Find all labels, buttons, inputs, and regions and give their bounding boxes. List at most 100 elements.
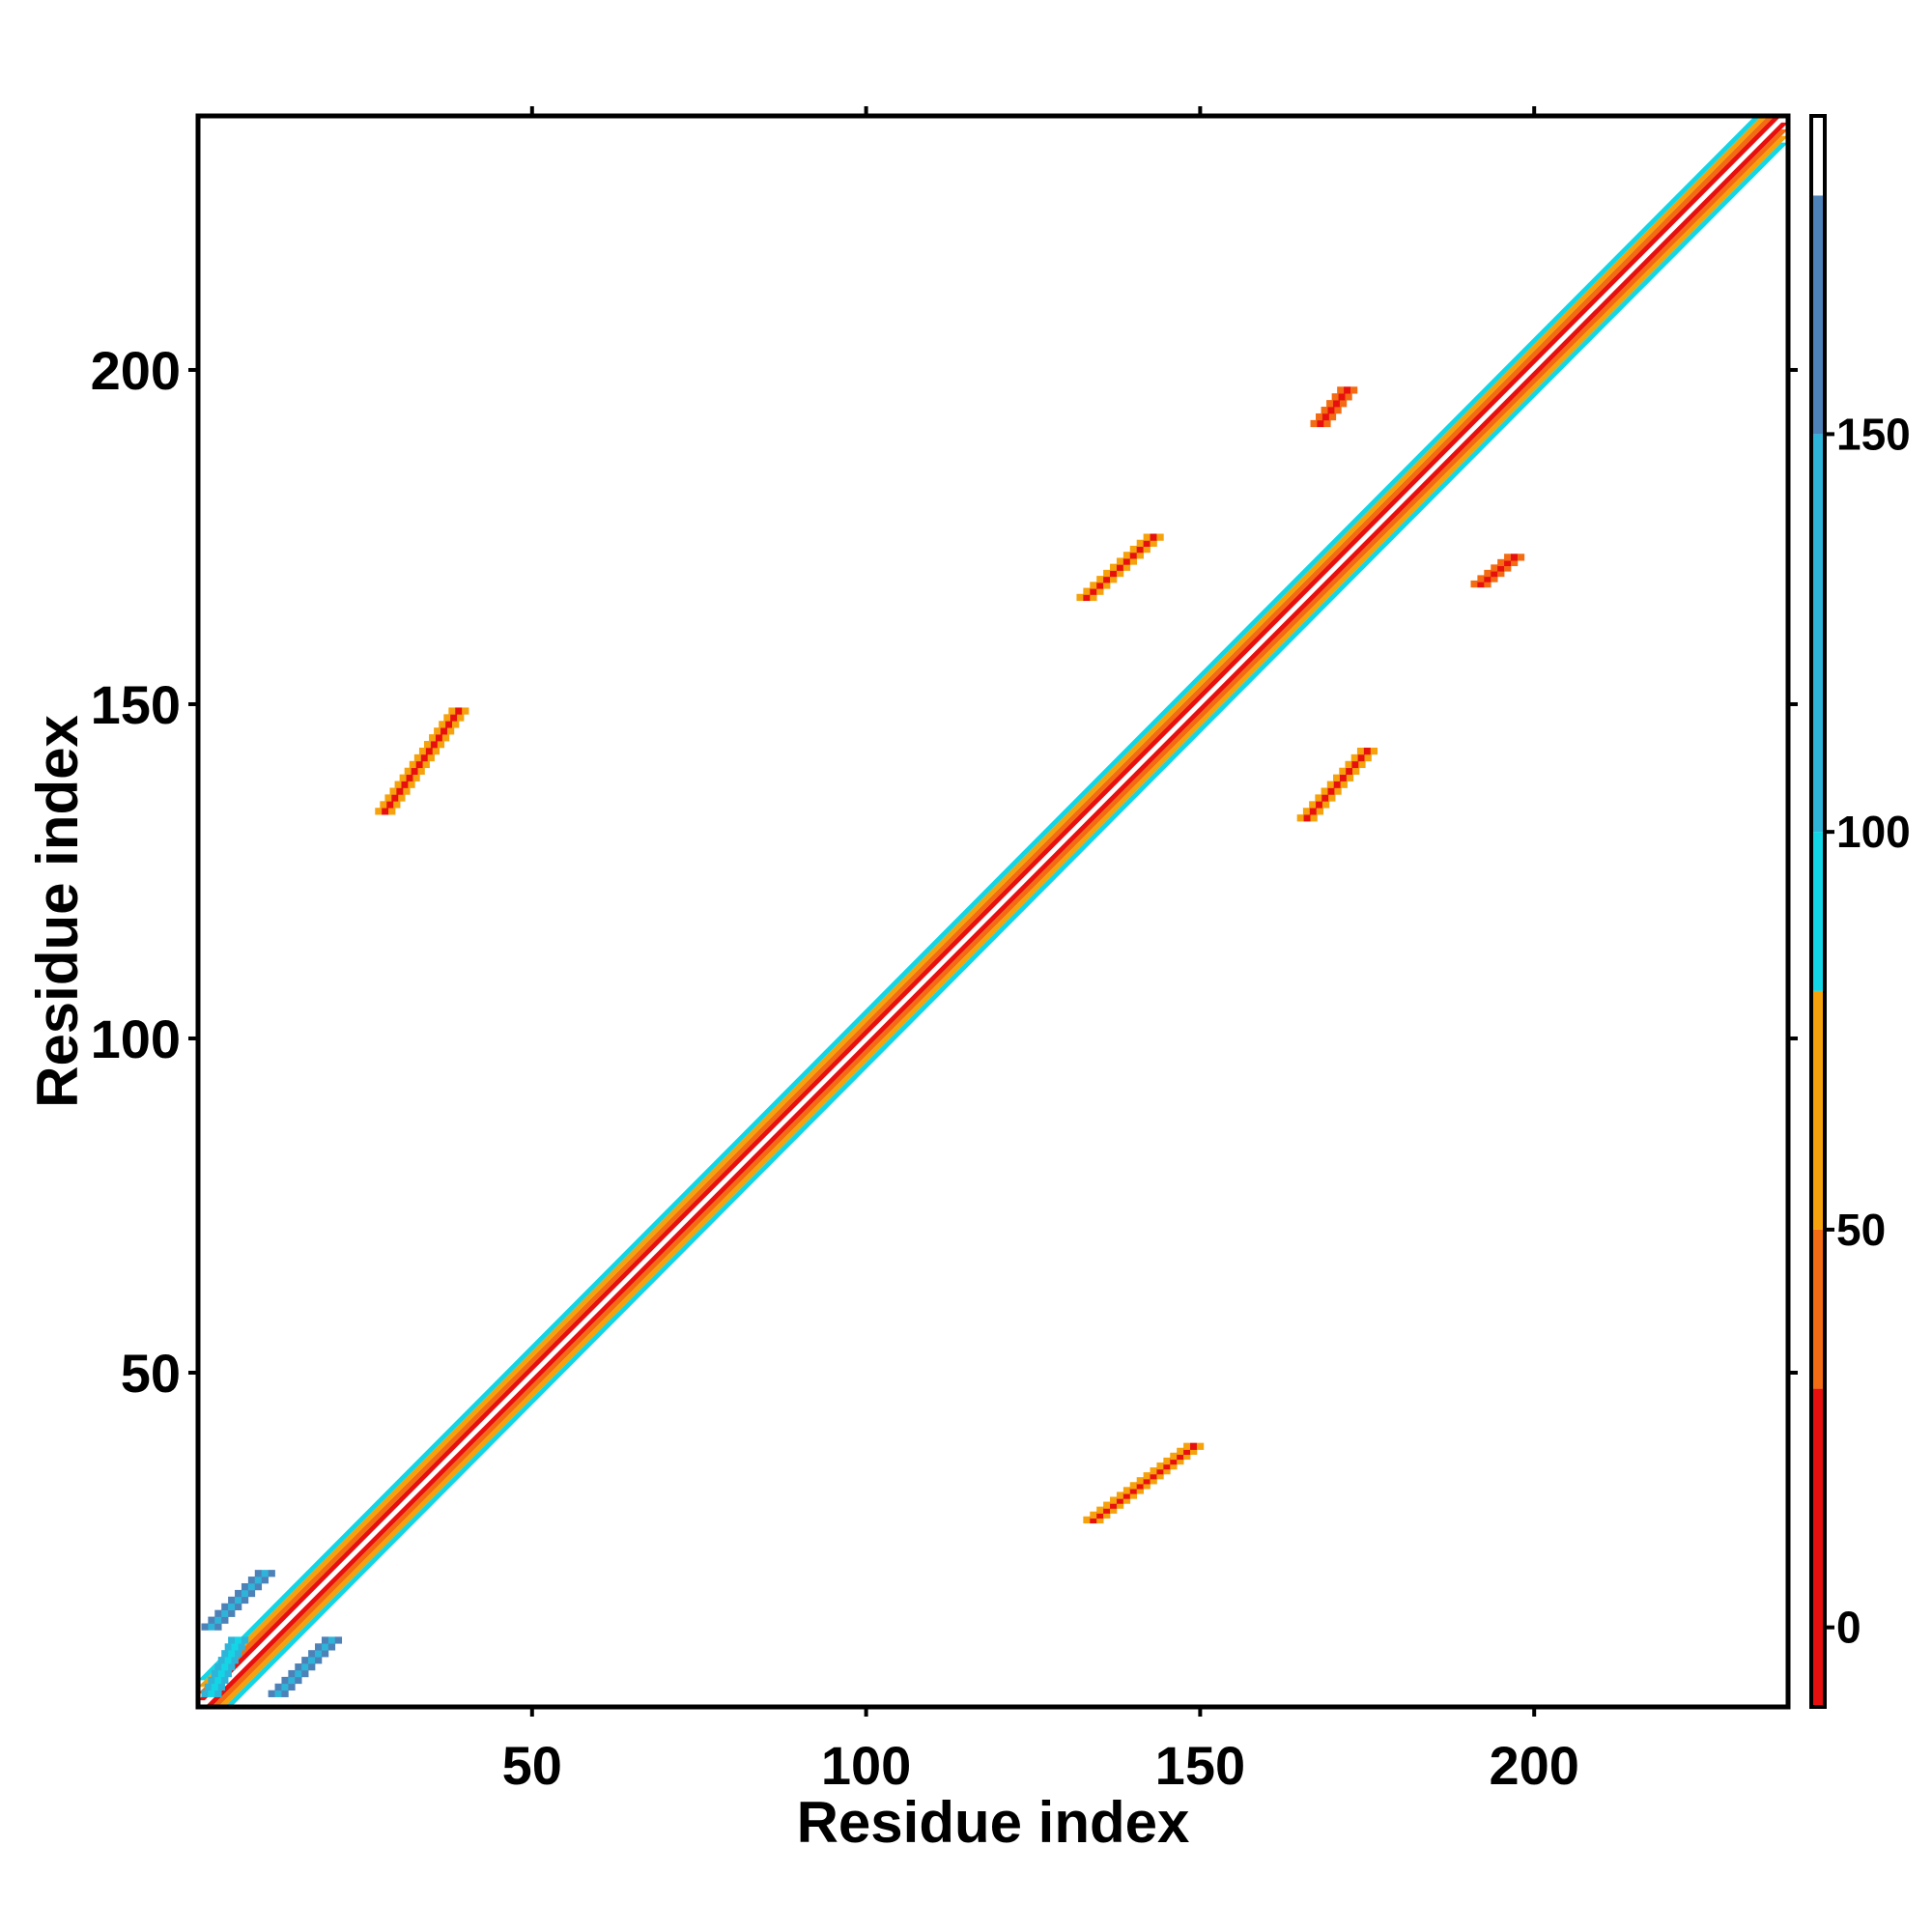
contact-cell-5 [1504, 558, 1512, 567]
contact-cell-0 [423, 741, 432, 749]
contact-cell-8 [281, 1676, 289, 1685]
contact-cell-6 [214, 1690, 222, 1697]
contact-cell-3 [1316, 801, 1323, 809]
contact-cell-3 [1296, 814, 1304, 822]
contact-cell-8 [308, 1663, 316, 1671]
contact-cell-3 [1321, 787, 1328, 795]
colorbar-band [1811, 990, 1825, 1230]
contact-cell-0 [462, 707, 469, 715]
contact-cell-2 [1143, 533, 1151, 541]
contact-cell-3 [1315, 794, 1322, 802]
contact-cell-3 [1303, 814, 1311, 822]
contact-cell-3 [1309, 801, 1317, 809]
colorbar-tick-label: 50 [1836, 1205, 1886, 1255]
y-axis-title: Residue index [25, 715, 90, 1108]
contact-cell-0 [440, 727, 448, 735]
contact-cell-3 [1346, 774, 1354, 781]
contact-cell-7 [214, 1616, 222, 1624]
contact-cell-3 [1326, 781, 1335, 788]
contact-cell-1 [1163, 1467, 1171, 1475]
contact-cell-1 [1156, 1462, 1164, 1470]
contact-cell-8 [288, 1683, 296, 1691]
contact-cell-8 [327, 1643, 336, 1651]
contact-cell-0 [408, 781, 415, 788]
contact-cell-0 [413, 753, 422, 762]
contact-cell-8 [288, 1669, 296, 1678]
colorbar-tick-label: 150 [1836, 409, 1911, 459]
contact-cell-3 [1350, 753, 1358, 762]
contact-cell-1 [1136, 1487, 1144, 1494]
contact-cell-0 [427, 753, 435, 762]
contact-cell-2 [1103, 569, 1111, 578]
contact-cell-7 [254, 1582, 263, 1591]
contact-cell-5 [1497, 564, 1505, 572]
y-tick-label: 200 [91, 340, 181, 401]
contact-cell-6 [228, 1650, 236, 1658]
contact-cell-0 [446, 727, 455, 735]
contact-cell-1 [1156, 1467, 1164, 1475]
contact-cell-2 [1143, 539, 1151, 548]
contact-cell-1 [1150, 1467, 1157, 1475]
contact-cell-8 [334, 1636, 343, 1644]
contact-cell-6 [201, 1690, 209, 1697]
contact-cell-2 [1110, 563, 1118, 571]
contact-cell-1 [1170, 1452, 1178, 1461]
contact-cell-7 [261, 1570, 269, 1577]
contact-cell-0 [384, 794, 392, 802]
contact-cell-1 [1116, 1492, 1124, 1499]
contact-cell-0 [404, 767, 412, 775]
contact-cell-7 [228, 1609, 236, 1617]
contact-cell-3 [1333, 774, 1341, 781]
contact-cell-1 [1096, 1516, 1104, 1524]
contact-cell-8 [281, 1690, 289, 1697]
contact-cell-5 [1510, 558, 1519, 567]
contact-cell-0 [394, 781, 402, 788]
contact-cell-2 [1129, 552, 1138, 559]
contact-cell-0 [406, 774, 413, 781]
contact-cell-7 [235, 1603, 242, 1611]
contact-cell-0 [422, 760, 430, 769]
contact-cell-6 [231, 1643, 239, 1651]
contact-cell-1 [1129, 1492, 1138, 1499]
contact-cell-1 [1150, 1477, 1157, 1485]
contact-cell-6 [217, 1669, 226, 1678]
contact-cell-5 [1470, 580, 1478, 588]
contact-cell-8 [321, 1650, 329, 1658]
contact-cell-0 [439, 721, 446, 728]
contact-cell-0 [441, 734, 450, 742]
contact-cell-8 [288, 1676, 296, 1685]
contact-cell-5 [1491, 564, 1498, 572]
contact-cell-3 [1351, 760, 1359, 769]
contact-cell-1 [1122, 1487, 1131, 1494]
contact-cell-7 [214, 1609, 222, 1617]
contact-cell-7 [261, 1577, 269, 1584]
contact-cell-8 [301, 1669, 309, 1678]
contact-cell-8 [295, 1669, 302, 1678]
contact-cell-0 [398, 794, 406, 802]
contact-cell-7 [268, 1570, 275, 1577]
contact-cell-4 [1321, 412, 1330, 421]
colorbar-band [1811, 195, 1825, 435]
contact-cell-0 [420, 753, 429, 762]
diagonal-band [204, 122, 1788, 1707]
contact-cell-1 [1129, 1482, 1138, 1490]
contact-cell-4 [1334, 407, 1342, 414]
plot-frame [195, 113, 1791, 1710]
contact-cell-0 [375, 808, 383, 815]
contact-cell-4 [1323, 419, 1331, 428]
contact-cell-8 [295, 1676, 302, 1685]
contact-cell-6 [221, 1650, 229, 1658]
contact-cell-8 [321, 1643, 329, 1651]
contact-cell-1 [1177, 1452, 1184, 1461]
contact-cell-6 [214, 1676, 222, 1685]
contact-cell-1 [1177, 1457, 1184, 1465]
contact-cell-2 [1122, 552, 1131, 559]
contact-cell-0 [435, 734, 443, 742]
contact-cell-3 [1363, 747, 1372, 755]
contact-cell-5 [1510, 554, 1519, 561]
contact-cell-2 [1090, 587, 1097, 595]
contact-cell-8 [268, 1690, 275, 1697]
contact-cell-2 [1150, 539, 1157, 548]
contact-cell-6 [208, 1676, 215, 1685]
contact-cell-2 [1136, 539, 1144, 548]
